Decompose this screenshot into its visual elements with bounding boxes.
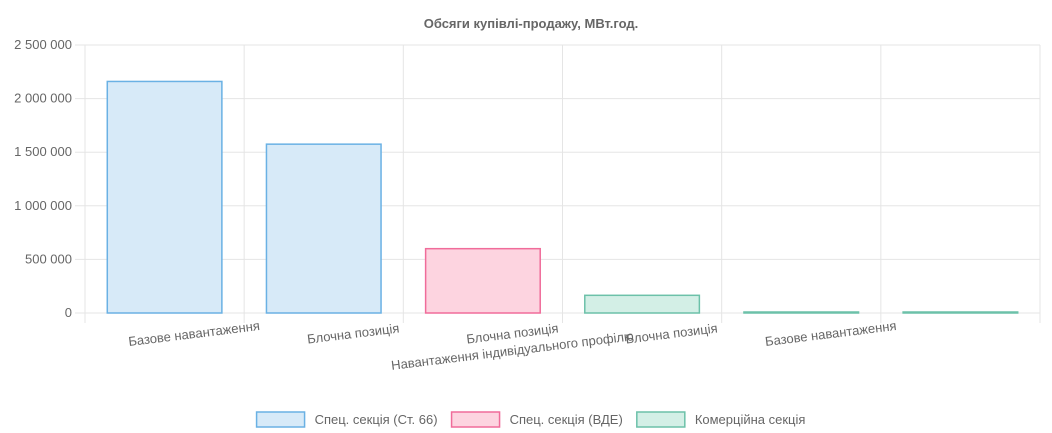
bar-layer xyxy=(106,80,1019,314)
grid-layer xyxy=(75,44,1041,323)
bar-4[interactable] xyxy=(743,311,860,314)
legend: Спец. секція (Ст. 66) Спец. секція (ВДЕ) К… xyxy=(255,411,806,428)
x-tick-label: Блочна позиція xyxy=(306,320,400,346)
x-axis-ticks: Базове навантаження Блочна позиція Блочна … xyxy=(128,318,898,373)
chart-title: Обсяги купівлі-продажу, МВт.год. xyxy=(424,16,639,31)
legend-swatch[interactable] xyxy=(636,411,686,428)
legend-label[interactable]: Спец. секція (Ст. 66) xyxy=(315,412,438,427)
y-tick-label: 2 500 000 xyxy=(14,37,72,52)
legend-swatch[interactable] xyxy=(450,411,501,428)
x-tick-label: Базове навантаження xyxy=(128,318,261,349)
y-tick-label: 1 500 000 xyxy=(14,144,72,159)
legend-label[interactable]: Спец. секція (ВДЕ) xyxy=(510,412,623,427)
bar-1[interactable] xyxy=(265,143,382,314)
bar-0[interactable] xyxy=(106,80,223,314)
legend-label[interactable]: Комерційна секція xyxy=(695,412,806,427)
bar-5[interactable] xyxy=(902,311,1019,314)
bar-2[interactable] xyxy=(424,247,541,314)
x-tick-label: Базове навантаження xyxy=(764,318,897,349)
x-tick-label: Блочна позиція xyxy=(625,320,719,346)
y-tick-label: 500 000 xyxy=(25,251,72,266)
y-axis-ticks: 2 500 000 2 000 000 1 500 000 1 000 000 500 … xyxy=(14,37,72,320)
y-tick-label: 0 xyxy=(65,305,72,320)
legend-swatch[interactable] xyxy=(255,411,306,428)
y-tick-label: 2 000 000 xyxy=(14,91,72,106)
y-tick-label: 1 000 000 xyxy=(14,198,72,213)
bar-3[interactable] xyxy=(584,294,701,314)
